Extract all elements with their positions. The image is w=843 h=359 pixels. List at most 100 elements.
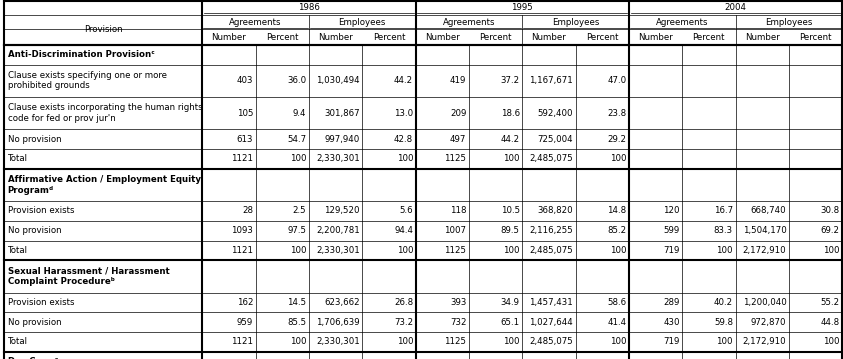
Text: Agreements: Agreements	[656, 18, 708, 27]
Text: 592,400: 592,400	[538, 108, 573, 118]
Text: 972,870: 972,870	[751, 318, 787, 327]
Text: Employees: Employees	[339, 18, 386, 27]
Text: Number: Number	[319, 33, 353, 42]
Text: 42.8: 42.8	[394, 135, 413, 144]
Text: 2,330,301: 2,330,301	[316, 154, 360, 163]
Text: 105: 105	[237, 108, 253, 118]
Text: 65.1: 65.1	[501, 318, 519, 327]
Text: 16.7: 16.7	[714, 206, 733, 215]
Text: Percent: Percent	[480, 33, 512, 42]
Text: 30.8: 30.8	[820, 206, 840, 215]
Text: 959: 959	[237, 318, 253, 327]
Text: Total: Total	[8, 337, 28, 346]
Text: 129,520: 129,520	[325, 206, 360, 215]
Text: 100: 100	[609, 246, 626, 255]
Text: 162: 162	[237, 298, 253, 307]
Text: Percent: Percent	[373, 33, 405, 42]
Text: 623,662: 623,662	[324, 298, 360, 307]
Text: 100: 100	[503, 337, 519, 346]
Text: Employees: Employees	[552, 18, 599, 27]
Text: 100: 100	[717, 337, 733, 346]
Text: 2,330,301: 2,330,301	[316, 337, 360, 346]
Text: 2.5: 2.5	[293, 206, 307, 215]
Text: 100: 100	[503, 154, 519, 163]
Text: 100: 100	[290, 154, 307, 163]
Text: 419: 419	[450, 76, 466, 85]
Text: Number: Number	[638, 33, 673, 42]
Text: Percent: Percent	[799, 33, 832, 42]
Text: 10.5: 10.5	[501, 206, 519, 215]
Text: 44.2: 44.2	[501, 135, 519, 144]
Text: No provision: No provision	[8, 318, 62, 327]
Text: 209: 209	[450, 108, 466, 118]
Text: 14.5: 14.5	[287, 298, 307, 307]
Text: 94.4: 94.4	[394, 226, 413, 235]
Text: 430: 430	[663, 318, 679, 327]
Text: 1121: 1121	[231, 246, 253, 255]
Text: 69.2: 69.2	[820, 226, 840, 235]
Text: 368,820: 368,820	[537, 206, 573, 215]
Text: 18.6: 18.6	[501, 108, 519, 118]
Text: 1,027,644: 1,027,644	[529, 318, 573, 327]
Text: 997,940: 997,940	[325, 135, 360, 144]
Text: 100: 100	[609, 154, 626, 163]
Text: Agreements: Agreements	[229, 18, 282, 27]
Text: 1,167,671: 1,167,671	[529, 76, 573, 85]
Text: 41.4: 41.4	[607, 318, 626, 327]
Text: 58.6: 58.6	[607, 298, 626, 307]
Text: 73.2: 73.2	[394, 318, 413, 327]
Text: 28: 28	[242, 206, 253, 215]
Text: 34.9: 34.9	[501, 298, 519, 307]
Text: 36.0: 36.0	[287, 76, 307, 85]
Text: No provision: No provision	[8, 135, 62, 144]
Text: Day Care ᵃ: Day Care ᵃ	[8, 357, 58, 359]
Text: 44.2: 44.2	[394, 76, 413, 85]
Text: 14.8: 14.8	[607, 206, 626, 215]
Text: 9.4: 9.4	[293, 108, 307, 118]
Text: 719: 719	[663, 337, 679, 346]
Text: 1125: 1125	[444, 246, 466, 255]
Text: 1125: 1125	[444, 337, 466, 346]
Text: 289: 289	[663, 298, 679, 307]
Text: 2,485,075: 2,485,075	[529, 246, 573, 255]
Text: Affirmative Action / Employment Equity
Programᵈ: Affirmative Action / Employment Equity P…	[8, 175, 201, 195]
Text: 1,030,494: 1,030,494	[316, 76, 360, 85]
Text: Agreements: Agreements	[443, 18, 495, 27]
Text: 2,172,910: 2,172,910	[743, 337, 787, 346]
Text: 40.2: 40.2	[714, 298, 733, 307]
Text: No provision: No provision	[8, 226, 62, 235]
Text: 29.2: 29.2	[607, 135, 626, 144]
Text: 55.2: 55.2	[820, 298, 840, 307]
Text: 13.0: 13.0	[394, 108, 413, 118]
Text: 1,457,431: 1,457,431	[529, 298, 573, 307]
Text: Number: Number	[532, 33, 566, 42]
Text: 1,706,639: 1,706,639	[316, 318, 360, 327]
Text: 403: 403	[237, 76, 253, 85]
Text: Number: Number	[745, 33, 780, 42]
Text: 59.8: 59.8	[714, 318, 733, 327]
Text: 497: 497	[450, 135, 466, 144]
Text: 393: 393	[450, 298, 466, 307]
Text: 85.2: 85.2	[607, 226, 626, 235]
Text: 1986: 1986	[298, 3, 319, 13]
Text: Number: Number	[212, 33, 246, 42]
Text: Percent: Percent	[693, 33, 725, 42]
Text: Provision exists: Provision exists	[8, 206, 74, 215]
Text: 2,330,301: 2,330,301	[316, 246, 360, 255]
Text: Total: Total	[8, 246, 28, 255]
Text: Number: Number	[425, 33, 459, 42]
Text: 1995: 1995	[512, 3, 533, 13]
Text: 23.8: 23.8	[607, 108, 626, 118]
Text: Employees: Employees	[765, 18, 813, 27]
Text: Percent: Percent	[266, 33, 298, 42]
Text: 47.0: 47.0	[607, 76, 626, 85]
Text: 100: 100	[717, 246, 733, 255]
Text: 1,504,170: 1,504,170	[743, 226, 787, 235]
Text: 2004: 2004	[724, 3, 747, 13]
Text: 100: 100	[609, 337, 626, 346]
Text: Total: Total	[8, 154, 28, 163]
Text: 100: 100	[823, 337, 840, 346]
Text: 668,740: 668,740	[750, 206, 787, 215]
Text: 100: 100	[823, 246, 840, 255]
Text: Provision: Provision	[84, 25, 122, 34]
